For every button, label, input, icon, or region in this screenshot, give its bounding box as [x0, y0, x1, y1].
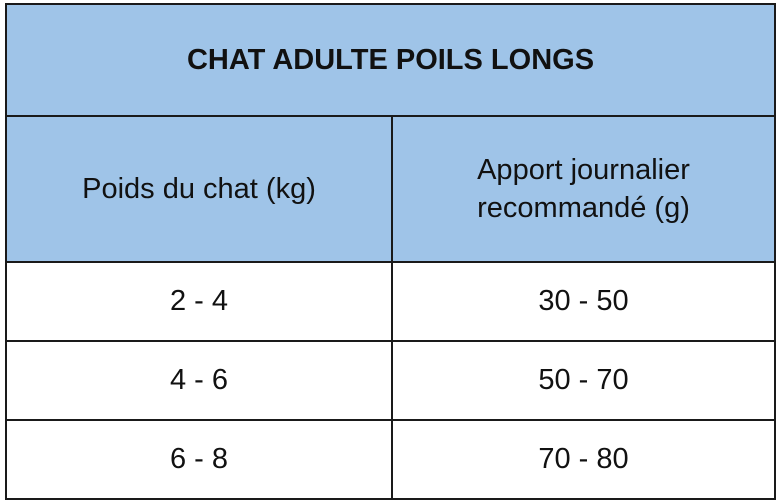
table-row: 6 - 8 70 - 80	[5, 419, 776, 500]
cell-weight: 2 - 4	[5, 261, 393, 342]
cell-intake: 30 - 50	[391, 261, 776, 342]
table-row: 4 - 6 50 - 70	[5, 340, 776, 421]
header-daily-intake: Apport journalier recommandé (g)	[391, 115, 776, 263]
feeding-table: CHAT ADULTE POILS LONGS Poids du chat (k…	[5, 3, 776, 500]
cell-weight: 4 - 6	[5, 340, 393, 421]
cell-weight: 6 - 8	[5, 419, 393, 500]
header-daily-intake-text: Apport journalier recommandé (g)	[477, 154, 690, 224]
table-row: 2 - 4 30 - 50	[5, 261, 776, 342]
cell-intake: 70 - 80	[391, 419, 776, 500]
cell-intake: 50 - 70	[391, 340, 776, 421]
header-weight: Poids du chat (kg)	[5, 115, 393, 263]
table-title: CHAT ADULTE POILS LONGS	[5, 3, 776, 117]
